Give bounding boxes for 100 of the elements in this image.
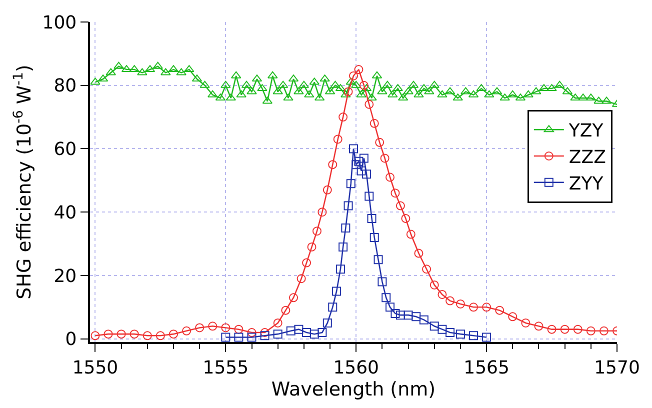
point (495, 306, 504, 315)
point (599, 326, 608, 336)
point (318, 208, 327, 217)
y-tick-label: 80 (54, 76, 77, 97)
point (286, 326, 296, 336)
point (560, 324, 570, 334)
point (354, 156, 364, 166)
point (438, 324, 447, 334)
point (273, 318, 282, 328)
point (414, 248, 424, 258)
point (419, 315, 428, 324)
point (469, 331, 478, 340)
point (390, 308, 400, 318)
point (338, 112, 348, 122)
point (344, 87, 353, 96)
legend-label: YZY (568, 120, 604, 142)
x-tick-label: 1570 (594, 357, 640, 378)
point (380, 154, 390, 163)
point (234, 332, 244, 342)
point (273, 330, 282, 339)
point (333, 134, 342, 144)
point (374, 255, 383, 264)
point (247, 332, 256, 342)
point (302, 328, 312, 337)
point (260, 328, 270, 337)
point (386, 172, 395, 182)
point (456, 299, 465, 308)
point (378, 277, 387, 286)
y-tick-label: 0 (65, 329, 77, 350)
x-tick-label: 1555 (202, 357, 249, 378)
point (312, 226, 322, 236)
point (195, 323, 204, 332)
point (406, 230, 416, 239)
point (412, 312, 421, 322)
point (310, 330, 319, 339)
point (208, 322, 218, 331)
point (338, 242, 348, 252)
y-tick-label: 40 (54, 202, 77, 224)
point (396, 201, 405, 210)
point (446, 328, 455, 337)
point (322, 185, 332, 194)
point (322, 318, 332, 328)
point (260, 331, 270, 340)
x-axis-title: Wavelength (nm) (271, 378, 436, 400)
legend-label: ZYY (568, 173, 604, 194)
point (382, 293, 391, 302)
point (168, 330, 178, 339)
point (234, 324, 244, 334)
point (430, 280, 439, 290)
point (296, 274, 306, 284)
point (356, 166, 366, 176)
point (534, 322, 544, 331)
point (289, 293, 298, 302)
point (446, 296, 455, 306)
x-tick-label: 1550 (72, 357, 118, 378)
point (386, 302, 395, 312)
legend-label: ZZZ (568, 147, 606, 168)
point (354, 65, 364, 74)
point (346, 179, 356, 188)
point (156, 331, 165, 340)
point (401, 214, 410, 223)
point (142, 331, 152, 340)
point (349, 144, 358, 154)
point (302, 258, 312, 268)
point (456, 330, 465, 339)
point (328, 302, 338, 312)
point (90, 331, 100, 340)
point (332, 286, 342, 296)
point (344, 201, 353, 210)
point (404, 310, 413, 320)
point (482, 332, 492, 342)
point (364, 100, 374, 109)
point (328, 160, 338, 170)
x-tick-label: 1565 (464, 357, 510, 378)
point (438, 290, 447, 299)
point (469, 302, 478, 312)
point (104, 330, 113, 339)
point (367, 214, 376, 223)
x-tick-label: 1560 (333, 357, 380, 378)
point (370, 232, 379, 242)
point (390, 188, 400, 198)
point (482, 302, 492, 312)
point (130, 330, 139, 339)
point (521, 318, 530, 328)
point (422, 264, 432, 274)
point (318, 328, 327, 337)
point (349, 71, 358, 80)
point (362, 170, 372, 179)
point (359, 154, 368, 163)
point (352, 160, 361, 170)
point (359, 80, 368, 90)
point (341, 223, 350, 232)
point (247, 328, 256, 337)
point (336, 264, 345, 274)
point (307, 242, 316, 252)
point (182, 326, 192, 336)
point (116, 330, 126, 339)
point (281, 306, 290, 315)
y-tick-label: 60 (54, 139, 77, 160)
point (375, 138, 384, 147)
